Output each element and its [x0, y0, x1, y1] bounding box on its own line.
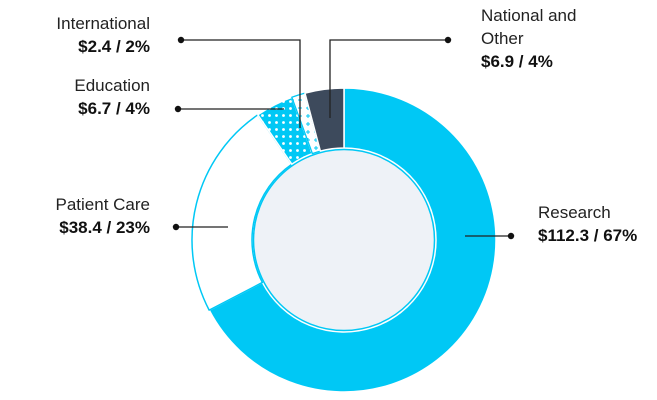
leader-dot-research [507, 232, 515, 240]
label-education: Education [74, 76, 150, 95]
label-international: International [56, 14, 150, 33]
label-national-and-other: National and Other [481, 6, 576, 48]
value-label-patient-care: $38.4 / 23% [59, 218, 150, 237]
leader-line-international [181, 39, 301, 128]
leader-dot-education [174, 105, 182, 113]
slice-patient-care [191, 114, 293, 311]
slice-research [208, 87, 497, 393]
leader-line-national-and-other [329, 39, 448, 118]
slice-national-and-other [304, 87, 345, 152]
value-label-education: $6.7 / 4% [78, 99, 150, 118]
value-label-national-and-other: $6.9 / 4% [481, 52, 553, 71]
leader-dot-national-and-other [444, 36, 452, 44]
label-research: Research [538, 203, 611, 222]
value-label-research: $112.3 / 67% [538, 226, 637, 245]
donut-center [252, 148, 436, 332]
leader-dot-patient-care [172, 223, 180, 231]
value-label-international: $2.4 / 2% [78, 37, 150, 56]
leader-dot-international [177, 36, 185, 44]
label-patient-care: Patient Care [56, 195, 151, 214]
